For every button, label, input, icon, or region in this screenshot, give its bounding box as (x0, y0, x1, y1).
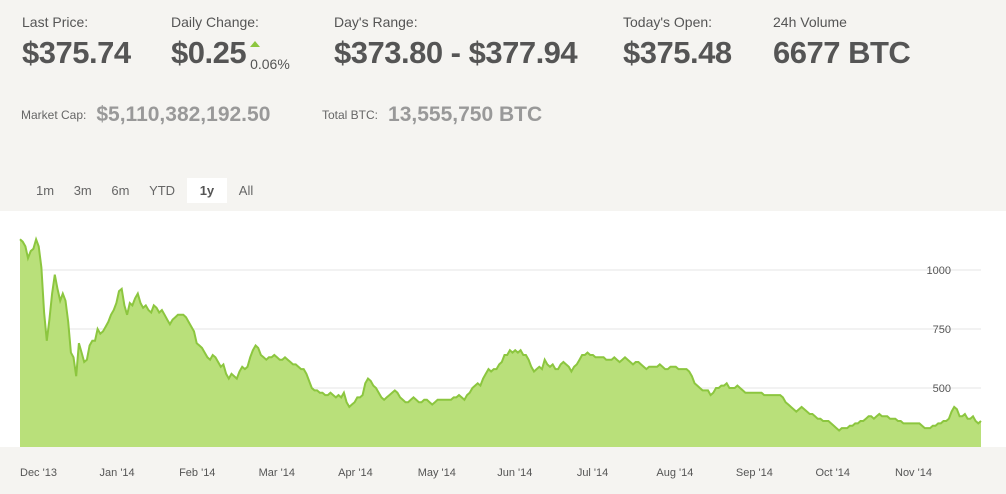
x-tick-label: Oct '14 (815, 467, 850, 479)
x-tick-label: Jun '14 (497, 467, 532, 479)
range-ytd[interactable]: YTD (149, 183, 176, 198)
market-cap: Market Cap: $5,110,382,192.50 (21, 103, 270, 127)
todays-open-value: $375.48 (623, 35, 732, 70)
x-tick-label: Mar '14 (259, 467, 295, 479)
stat-last-price: Last Price: $375.74 (22, 13, 131, 71)
y-tick-label: 750 (933, 324, 951, 336)
y-axis-labels: 500 750 1000 (927, 265, 951, 395)
stat-days-range: Day's Range: $373.80 - $377.94 (334, 13, 578, 71)
x-tick-label: Jan '14 (100, 467, 135, 479)
stat-todays-open: Today's Open: $375.48 (623, 13, 732, 71)
price-line (19, 236, 982, 432)
daily-change-row: $0.25 0.06% (171, 35, 290, 71)
range-3m[interactable]: 3m (73, 183, 92, 198)
range-1y[interactable]: 1y (186, 178, 228, 203)
range-6m[interactable]: 6m (111, 183, 130, 198)
x-tick-label: May '14 (418, 467, 456, 479)
daily-change-pct: 0.06% (250, 56, 290, 72)
x-axis-labels: Dec '13 Jan '14 Feb '14 Mar '14 Apr '14 May '… (20, 467, 932, 479)
last-price-value: $375.74 (22, 35, 131, 70)
arrow-up-icon (250, 41, 261, 47)
range-1m[interactable]: 1m (36, 183, 55, 198)
x-tick-label: Aug '14 (656, 467, 693, 479)
total-btc-value: 13,555,750 BTC (388, 103, 543, 126)
volume-label: 24h Volume (773, 14, 847, 30)
price-chart: 500 750 1000 Dec '13 Jan '14 Feb '14 Mar '14 A… (0, 211, 1006, 479)
daily-change-value: $0.25 (171, 35, 247, 70)
last-price-label: Last Price: (22, 14, 89, 30)
x-tick-label: Dec '13 (20, 467, 57, 479)
total-btc: Total BTC: 13,555,750 BTC (322, 103, 542, 127)
x-tick-label: Apr '14 (338, 467, 373, 479)
todays-open-label: Today's Open: (623, 14, 713, 30)
market-cap-value: $5,110,382,192.50 (96, 103, 271, 126)
days-range-value: $373.80 - $377.94 (334, 35, 578, 70)
y-tick-label: 1000 (927, 265, 951, 277)
volume-value: 6677 BTC (773, 35, 911, 70)
days-range-label: Day's Range: (334, 14, 418, 30)
price-area (20, 239, 981, 447)
total-btc-label: Total BTC: (322, 108, 379, 122)
x-tick-label: Jul '14 (577, 467, 608, 479)
stat-daily-change: Daily Change: $0.25 0.06% (171, 13, 290, 71)
y-tick-label: 500 (933, 383, 951, 395)
market-cap-label: Market Cap: (21, 108, 87, 122)
stat-volume: 24h Volume 6677 BTC (773, 13, 911, 71)
range-selector: 1m 3m 6m YTD 1y All (28, 178, 261, 203)
daily-change-label: Daily Change: (171, 14, 259, 30)
x-tick-label: Nov '14 (895, 467, 932, 479)
daily-change-pct-wrap: 0.06% (250, 38, 290, 71)
range-all[interactable]: All (238, 183, 254, 198)
x-tick-label: Sep '14 (736, 467, 773, 479)
x-tick-label: Feb '14 (179, 467, 215, 479)
